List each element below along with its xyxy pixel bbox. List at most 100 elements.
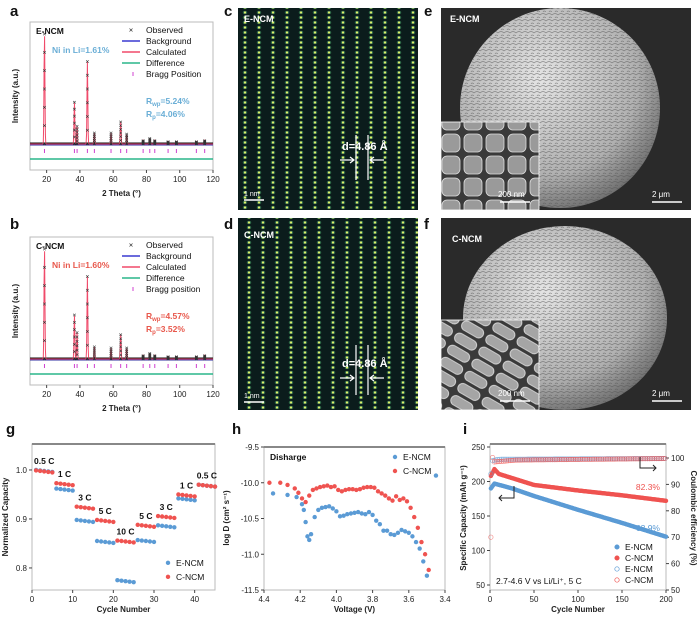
- panel-label-i: i: [463, 421, 467, 438]
- data-point-e-ncm: [348, 511, 354, 516]
- data-point-c-ncm: [278, 480, 283, 485]
- data-point-c-ncm: [332, 484, 337, 489]
- data-point-c-ncm: [415, 525, 421, 530]
- observed-point: [141, 140, 145, 144]
- efficiency-point-e-ncm: [491, 457, 497, 463]
- efficiency-point-c-ncm: [537, 457, 543, 463]
- observed-point: [203, 354, 207, 358]
- data-point-e-ncm: [78, 518, 84, 523]
- observed-point: [148, 351, 152, 356]
- data-point-e-ncm: [188, 497, 193, 503]
- legend-entry: C-NCM: [625, 553, 653, 563]
- data-point-e-ncm: [337, 514, 343, 519]
- x-tick-label: 40: [190, 595, 199, 604]
- rate-label: 0.5 C: [197, 471, 217, 481]
- plot-frame: [31, 443, 216, 591]
- efficiency-point-c-ncm: [630, 456, 636, 462]
- data-point-e-ncm: [103, 539, 108, 545]
- efficiency-point-c-ncm: [622, 456, 628, 462]
- data-point-e-ncm: [406, 530, 411, 535]
- efficiency-point-c-ncm: [636, 456, 642, 462]
- data-point-e-ncm: [115, 578, 120, 583]
- rate-label: 1 C: [180, 480, 193, 490]
- observed-point: [42, 284, 46, 288]
- data-point-c-ncm: [33, 468, 39, 473]
- r-symbol: R: [146, 96, 152, 106]
- efficiency-point-c-ncm: [657, 456, 663, 462]
- x-tick-label: 40: [75, 175, 84, 184]
- data-point-c-ncm: [296, 490, 301, 495]
- rwp-label: Rwp=5.24%: [146, 96, 190, 108]
- observed-point: [153, 354, 157, 358]
- y-axis-label: Intensity (a.u.): [11, 69, 20, 124]
- observed-point: [119, 138, 123, 142]
- observed-point: [141, 355, 145, 359]
- data-point-e-ncm: [74, 517, 79, 523]
- efficiency-point-c-ncm: [611, 456, 617, 462]
- data-point-e-ncm: [127, 579, 132, 584]
- data-point-e-ncm: [345, 512, 350, 517]
- observed-point: [72, 100, 76, 104]
- observed-point: [148, 352, 152, 356]
- data-point-e-ncm: [374, 518, 379, 523]
- data-point-e-ncm: [58, 486, 63, 492]
- data-point-e-ncm: [312, 514, 317, 520]
- observed-point: [119, 345, 123, 349]
- data-point-e-ncm: [135, 537, 140, 543]
- efficiency-point-c-ncm: [523, 457, 529, 463]
- r-symbol: R: [146, 109, 152, 119]
- observed-point: [153, 139, 157, 143]
- observed-point: [42, 105, 46, 109]
- inset-image: [440, 319, 540, 411]
- observed-point: [85, 59, 89, 64]
- data-point-e-ncm: [82, 518, 88, 524]
- observed-point: [72, 350, 76, 354]
- observed-point: [141, 354, 145, 358]
- efficiency-point-c-ncm: [652, 456, 658, 462]
- data-point-c-ncm: [325, 483, 330, 488]
- y-tick-label: 250: [472, 443, 486, 452]
- data-point-c-ncm: [151, 524, 157, 529]
- legend-entry: Background: [146, 36, 192, 46]
- y-tick-label: 100: [671, 454, 685, 463]
- data-point-c-ncm: [314, 486, 319, 491]
- efficiency-point-c-ncm: [576, 456, 582, 462]
- efficiency-point-c-ncm: [557, 457, 563, 463]
- efficiency-point-c-ncm: [659, 456, 665, 462]
- observed-point: [119, 142, 123, 146]
- data-point-c-ncm: [107, 519, 112, 524]
- y-tick-label: -10.5: [241, 515, 260, 524]
- rate-capability-chart: 0 10 20 30 40 0.8 0.9 1.0 E-NCM C-NCM 0.5 C 1 C 3 C 5…: [1, 443, 218, 614]
- efficiency-point-c-ncm: [514, 457, 520, 463]
- data-point-e-ncm: [270, 491, 276, 496]
- efficiency-point-c-ncm: [609, 456, 615, 462]
- observed-point: [75, 124, 79, 128]
- data-point-c-ncm: [372, 485, 377, 490]
- efficiency-point-c-ncm: [602, 456, 608, 462]
- observed-point: [141, 139, 145, 143]
- observed-point: [119, 120, 123, 124]
- observed-point: [85, 73, 89, 77]
- data-point-c-ncm: [37, 468, 43, 474]
- efficiency-point-c-ncm: [646, 456, 652, 462]
- observed-point: [119, 135, 123, 139]
- panel-label-c: c: [224, 3, 232, 20]
- efficiency-point-c-ncm: [634, 456, 640, 462]
- data-point-c-ncm: [164, 514, 169, 520]
- data-point-c-ncm: [66, 482, 71, 487]
- efficiency-point-c-ncm: [493, 459, 499, 465]
- subscript: wp: [151, 102, 161, 108]
- legend-marker: [392, 468, 398, 474]
- data-point-c-ncm: [131, 540, 136, 545]
- data-point-c-ncm: [127, 539, 132, 545]
- efficiency-point-c-ncm: [574, 456, 580, 462]
- data-point-c-ncm: [50, 470, 55, 475]
- observed-point: [166, 140, 170, 144]
- data-point-c-ncm: [267, 480, 272, 485]
- efficiency-point-c-ncm: [615, 456, 621, 462]
- data-point-e-ncm: [410, 534, 415, 539]
- efficiency-point-c-ncm: [618, 456, 624, 462]
- legend-entry: C-NCM: [625, 575, 653, 585]
- data-point-e-ncm: [319, 505, 325, 510]
- data-point-c-ncm: [321, 484, 326, 489]
